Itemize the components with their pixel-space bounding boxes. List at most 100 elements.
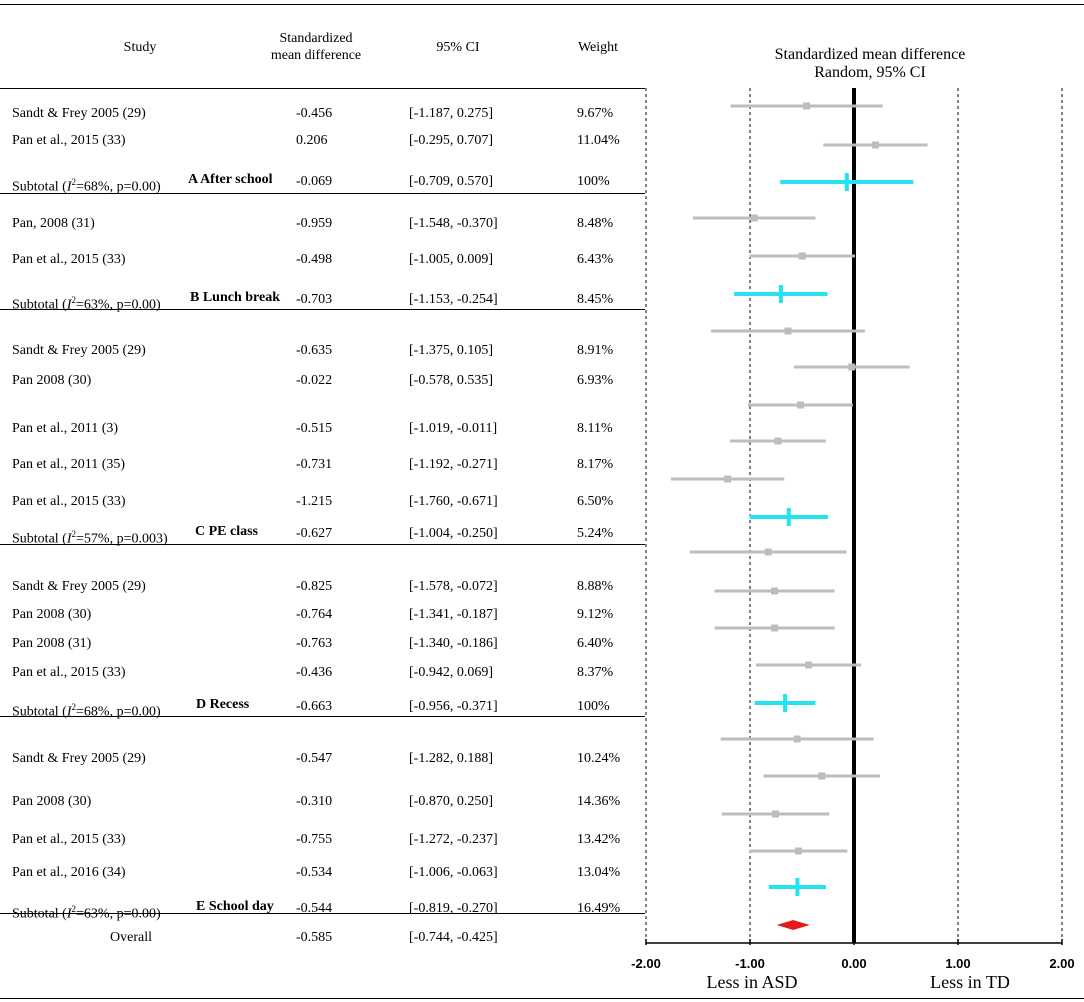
header-smd: Standardized mean difference xyxy=(270,31,362,63)
ci-value: [-1.005, 0.009] xyxy=(409,252,493,267)
header-weight: Weight xyxy=(577,40,619,55)
study-point xyxy=(724,475,732,483)
group-d-rule xyxy=(0,716,645,717)
subgroup-tag: D Recess xyxy=(196,697,250,712)
group-e-rule xyxy=(0,913,645,914)
group-b-rule xyxy=(0,309,645,310)
ci-value: [-0.578, 0.535] xyxy=(409,373,493,388)
study-point xyxy=(803,102,811,110)
smd-value: -0.515 xyxy=(296,421,333,436)
study-name: Pan 2008 (30) xyxy=(12,607,92,622)
weight-value: 6.43% xyxy=(577,252,614,267)
study-name: Pan 2008 (30) xyxy=(12,794,92,809)
subtotal-label: Subtotal (I2=68%, p=0.00) xyxy=(12,702,161,720)
ci-value: [-1.153, -0.254] xyxy=(409,292,498,307)
study-point xyxy=(771,587,779,595)
ci-value: [-0.956, -0.371] xyxy=(409,699,498,714)
smd-value: -0.069 xyxy=(296,174,333,189)
smd-value: -0.627 xyxy=(296,526,333,541)
weight-value: 8.37% xyxy=(577,665,614,680)
study-point xyxy=(794,847,802,855)
group-c-rule xyxy=(0,544,645,545)
study-name: Sandt & Frey 2005 (29) xyxy=(12,751,146,766)
ci-value: [-1.375, 0.105] xyxy=(409,343,493,358)
smd-value: -0.544 xyxy=(296,901,333,916)
plot-title-line2: Random, 95% CI xyxy=(814,64,926,81)
study-name: Pan et al., 2015 (33) xyxy=(12,832,126,847)
weight-value: 13.42% xyxy=(577,832,621,847)
ci-value: [-0.709, 0.570] xyxy=(409,174,493,189)
overall-label: Overall xyxy=(110,930,152,945)
study-point xyxy=(771,624,779,632)
ci-value: [-1.187, 0.275] xyxy=(409,106,493,121)
weight-value: 100% xyxy=(577,174,610,189)
ci-value: [-1.341, -0.187] xyxy=(409,607,498,622)
smd-value: -1.215 xyxy=(296,494,333,509)
header-ci: 95% CI xyxy=(436,40,480,55)
study-point xyxy=(764,548,772,556)
weight-value: 6.40% xyxy=(577,636,614,651)
group-a-rule xyxy=(0,193,645,194)
smd-value: -0.436 xyxy=(296,665,333,680)
x-tick-label: 2.00 xyxy=(1049,956,1075,971)
x-tick-label: 0.00 xyxy=(841,956,867,971)
weight-value: 14.36% xyxy=(577,794,621,809)
study-point xyxy=(796,401,804,409)
study-point xyxy=(771,810,779,818)
study-point xyxy=(818,772,826,780)
study-name: Pan 2008 (30) xyxy=(12,373,92,388)
ci-value: [-1.019, -0.011] xyxy=(409,421,498,436)
weight-value: 6.50% xyxy=(577,494,614,509)
subtotal-label: Subtotal (I2=63%, p=0.00) xyxy=(12,295,161,313)
smd-value: -0.663 xyxy=(296,699,333,714)
smd-value: -0.703 xyxy=(296,292,333,307)
study-name: Sandt & Frey 2005 (29) xyxy=(12,106,146,121)
weight-value: 8.88% xyxy=(577,579,614,594)
subtotal-label: Subtotal (I2=57%, p=0.003) xyxy=(12,529,168,547)
smd-value: -0.959 xyxy=(296,216,333,231)
bottom-rule xyxy=(0,998,1084,999)
study-point xyxy=(784,327,792,335)
study-name: Sandt & Frey 2005 (29) xyxy=(12,579,146,594)
ci-value: [-1.006, -0.063] xyxy=(409,865,498,880)
subgroup-tag: B Lunch break xyxy=(190,290,280,305)
subtotal-label: Subtotal (I2=63%, p=0.00) xyxy=(12,904,161,922)
smd-value: -0.534 xyxy=(296,865,333,880)
ci-value: [-1.578, -0.072] xyxy=(409,579,498,594)
weight-value: 9.12% xyxy=(577,607,614,622)
smd-value: -0.763 xyxy=(296,636,333,651)
ci-value: [-1.760, -0.671] xyxy=(409,494,498,509)
subgroup-tag: E School day xyxy=(196,899,274,914)
smd-value: -0.585 xyxy=(296,930,333,945)
x-tick-label: -1.00 xyxy=(735,956,765,971)
ci-value: [-1.548, -0.370] xyxy=(409,216,498,231)
smd-value: -0.731 xyxy=(296,457,333,472)
ci-value: [-0.744, -0.425] xyxy=(409,930,498,945)
study-name: Pan et al., 2015 (33) xyxy=(12,494,126,509)
smd-value: -0.456 xyxy=(296,106,333,121)
weight-value: 100% xyxy=(577,699,610,714)
smd-value: -0.547 xyxy=(296,751,333,766)
study-name: Pan et al., 2015 (33) xyxy=(12,252,126,267)
subgroup-tag: C PE class xyxy=(195,524,258,539)
overall-diamond xyxy=(776,920,810,930)
study-point xyxy=(798,252,806,260)
ci-value: [-0.942, 0.069] xyxy=(409,665,493,680)
study-name: Pan et al., 2016 (34) xyxy=(12,865,126,880)
header-rule xyxy=(0,88,645,89)
plot-title-line1: Standardized mean difference xyxy=(774,46,966,63)
smd-value: -0.755 xyxy=(296,832,333,847)
weight-value: 9.67% xyxy=(577,106,614,121)
ci-value: [-0.295, 0.707] xyxy=(409,133,493,148)
study-name: Pan et al., 2015 (33) xyxy=(12,133,126,148)
weight-value: 8.48% xyxy=(577,216,614,231)
smd-value: -0.635 xyxy=(296,343,333,358)
study-point xyxy=(774,437,782,445)
study-name: Pan et al., 2011 (35) xyxy=(12,457,126,472)
ci-value: [-1.340, -0.186] xyxy=(409,636,498,651)
ci-value: [-0.819, -0.270] xyxy=(409,901,498,916)
ci-value: [-1.004, -0.250] xyxy=(409,526,498,541)
weight-value: 11.04% xyxy=(577,133,620,148)
